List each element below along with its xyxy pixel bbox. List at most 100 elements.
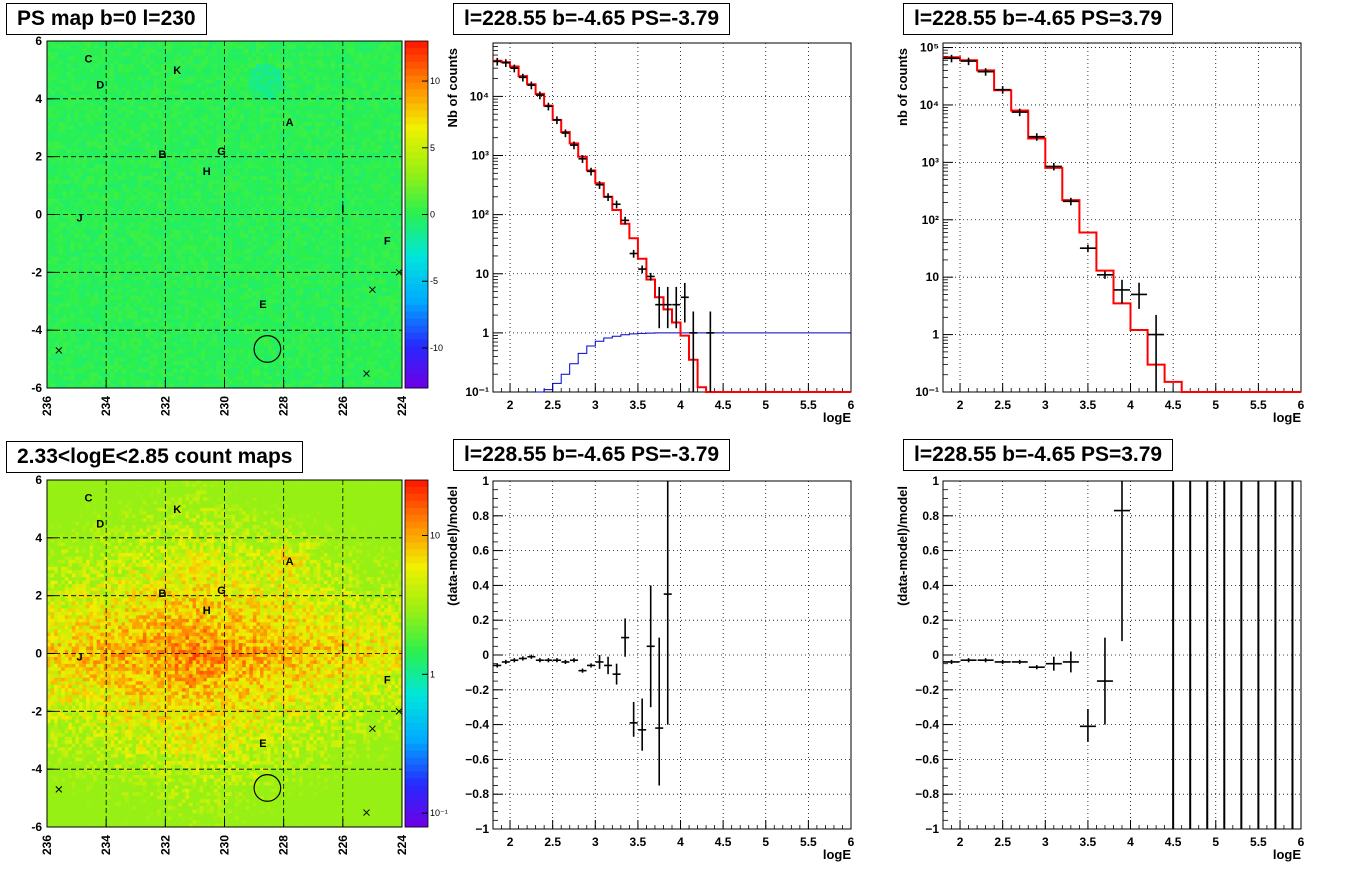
map-cell [208,291,213,296]
map-cell [149,272,154,277]
map-cell [192,133,198,138]
map-cell [244,48,249,53]
map-cell [62,253,68,258]
map-cell [62,129,68,134]
map-cell [192,202,198,208]
map-cell [82,210,87,215]
map-cell [86,283,91,289]
map-cell [54,272,60,277]
map-cell [110,241,115,246]
map-cell [165,67,170,73]
map-cell [181,94,186,100]
map-cell [263,67,269,73]
map-cell [114,260,119,265]
map-cell [141,91,146,96]
map-cell [196,272,202,277]
map-cell [232,376,237,381]
map-cell [118,118,123,123]
map-cell [181,303,186,308]
map-cell [228,345,233,350]
map-cell [54,83,60,88]
map-cell [248,357,253,362]
map-cell [47,60,52,65]
map-cell [181,322,186,327]
map-cell [212,233,217,238]
map-cell [66,372,71,377]
map-cell [216,233,221,238]
map-cell [260,175,265,181]
map-cell [86,87,91,92]
map-cell [252,353,257,358]
map-cell [181,145,186,150]
map-cell [216,268,221,273]
map-cell [173,218,178,223]
map-cell [263,102,269,107]
map-cell [181,91,186,96]
map-cell [145,357,150,362]
map-cell [240,307,245,312]
map-cell [82,41,87,46]
map-cell [106,187,111,192]
map-cell [216,91,221,96]
map-cell [54,322,60,327]
map-cell [189,334,194,339]
map-cell [82,322,87,327]
map-cell [256,121,261,127]
map-cell [106,71,111,76]
map-cell [70,41,75,46]
map-cell [212,287,217,292]
map-cell [133,148,139,154]
map-cell [232,175,237,181]
map-cell [260,380,265,385]
map-cell [161,334,166,339]
map-cell [240,145,245,150]
map-cell [185,287,190,292]
map-cell [78,218,83,223]
map-cell [157,52,162,57]
map-cell [110,330,115,335]
map-cell [149,199,154,204]
map-cell [153,91,158,96]
map-cell [86,326,91,331]
map-cell [129,349,135,354]
map-cell [58,372,64,377]
map-cell [133,349,139,354]
map-cell [189,60,194,65]
map-cell [181,206,186,211]
map-cell [208,60,213,65]
map-cell [141,48,146,53]
map-cell [74,210,79,215]
map-cell [200,64,206,69]
map-cell [106,48,111,53]
map-cell [216,353,221,358]
map-cell [173,326,178,331]
map-cell [133,175,139,181]
map-cell [236,222,241,227]
map-cell [256,341,261,346]
map-cell [244,245,249,250]
map-cell [54,326,60,331]
map-cell [228,310,233,316]
map-cell [118,318,123,323]
map-cell [137,71,142,76]
map-cell [47,187,52,192]
map-cell [110,341,115,346]
map-cell [102,175,107,181]
map-cell [244,75,249,80]
map-cell [165,52,170,57]
map-cell [66,272,71,277]
map-cell [70,195,75,200]
map-cell [145,195,150,200]
map-cell [129,268,135,273]
map-cell [177,337,182,343]
map-cell [157,202,162,208]
map-cell [236,357,241,362]
map-cell [204,326,210,331]
map-cell [216,260,221,265]
map-cell [82,229,87,235]
map-cell [149,299,154,304]
map-cell [66,233,71,238]
map-cell [185,48,190,53]
map-cell [78,349,83,354]
map-cell [74,295,79,300]
